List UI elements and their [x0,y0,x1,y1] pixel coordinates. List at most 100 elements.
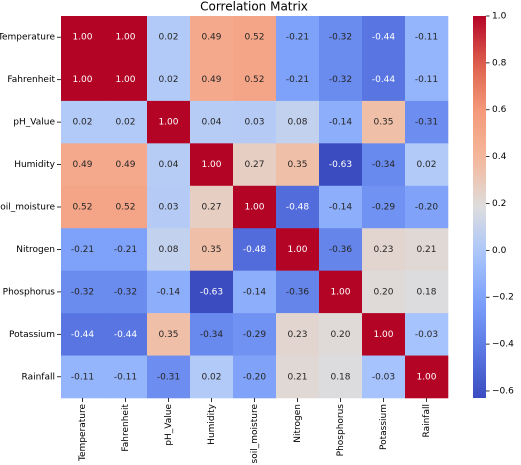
cell-label: -0.63 [329,160,352,170]
heatmap-cell [190,143,234,187]
y-tick-label: Rainfall [22,372,55,382]
x-tick-label: Rainfall [422,404,432,437]
cell-label: 0.35 [373,118,393,128]
heatmap-cell [276,16,320,59]
colorbar-tick-label: 1.0 [492,12,507,22]
cell-label: -0.21 [71,245,94,255]
cell-label: -0.32 [329,33,352,43]
heatmap-cell [190,313,234,356]
cell-label: -0.34 [200,330,224,340]
heatmap-cell [233,185,277,229]
x-tick-label: Humidity [207,403,217,444]
cell-label: 0.23 [287,330,307,340]
cell-label: 0.49 [201,75,221,85]
heatmap-cell [405,355,449,399]
heatmap-cell [233,16,277,59]
heatmap-cell [276,58,320,102]
colorbar [473,16,486,398]
heatmap-cell [233,58,277,102]
cell-label: -0.03 [372,372,395,382]
cell-label: -0.21 [286,33,309,43]
heatmap-cell [233,355,277,399]
cell-label: 1.00 [72,75,92,85]
colorbar-tick-label: 0.6 [492,105,507,115]
cell-label: 1.00 [373,330,393,340]
heatmap-cell [233,228,277,271]
cell-label: 1.00 [115,33,135,43]
cell-label: -0.21 [286,75,309,85]
colorbar-tick-label: 0.2 [492,199,506,209]
cell-label: 1.00 [330,287,350,297]
cell-label: 0.03 [158,203,178,213]
heatmap-cell [104,100,148,144]
x-tick-label: Phosphorus [336,404,346,457]
heatmap-cell [276,185,320,229]
heatmap-cell [233,143,277,187]
cell-label: -0.14 [329,203,353,213]
heatmap-cell [147,185,191,229]
y-tick-label: Phosphorus [3,287,56,297]
heatmap-cell [319,313,363,356]
cell-label: -0.14 [243,287,267,297]
heatmap-cell [319,185,363,229]
y-tick-label: Potassium [9,330,55,340]
cell-label: -0.44 [372,33,396,43]
cell-label: -0.29 [372,203,396,213]
heatmap-cell [362,313,406,356]
heatmap-cell [362,58,406,102]
heatmap-cell [276,313,320,356]
heatmap-cell [147,143,191,187]
cell-label: 0.04 [158,160,178,170]
cell-label: -0.48 [286,203,310,213]
cell-label: 0.04 [201,118,221,128]
cell-label: 0.23 [373,245,393,255]
cell-label: 0.49 [201,33,221,43]
cell-label: -0.11 [71,372,94,382]
cell-label: -0.14 [329,118,353,128]
cell-label: 0.20 [373,287,393,297]
heatmap-cell [276,355,320,399]
cell-label: -0.32 [71,287,94,297]
heatmap-cell [362,270,406,314]
heatmap-cell [190,100,234,144]
heatmap-cell [362,355,406,399]
heatmap-cell [104,16,148,59]
cell-label: 0.27 [201,203,221,213]
y-tick-label: Fahrenheit [7,75,55,85]
colorbar-tick-label: 0.4 [492,152,507,162]
heatmap-cell [61,143,105,187]
cell-label: 0.27 [244,160,264,170]
heatmap-cell [362,185,406,229]
cell-label: 0.35 [287,160,307,170]
colorbar-tick-label: −0.4 [492,340,514,350]
cell-label: 0.35 [158,330,178,340]
chart-title: Correlation Matrix [200,0,308,14]
cell-label: 0.08 [287,118,307,128]
x-tick-label: soil_moisture [250,404,260,464]
cell-label: 0.02 [115,118,135,128]
heatmap-cell [362,100,406,144]
heatmap-cell [319,16,363,59]
x-tick-label: Fahrenheit [121,404,131,452]
cell-label: -0.31 [157,372,180,382]
heatmap-cell [61,100,105,144]
heatmap-cell [362,228,406,271]
y-tick-label: Nitrogen [16,245,55,255]
cell-label: 0.52 [244,33,264,43]
heatmap-cell [104,228,148,271]
heatmap-cell [147,100,191,144]
heatmap-cell [190,355,234,399]
cell-label: 0.49 [115,160,135,170]
cell-label: 1.00 [72,33,92,43]
cell-label: -0.32 [114,287,137,297]
cell-label: 0.03 [244,118,264,128]
heatmap-cell [319,228,363,271]
x-tick-label: Potassium [379,404,389,450]
cell-label: 0.18 [330,372,350,382]
cell-label: -0.36 [286,287,310,297]
cell-label: -0.29 [243,330,267,340]
x-tick-label: Nitrogen [293,404,303,443]
y-tick-label: soil_moisture [0,203,55,213]
